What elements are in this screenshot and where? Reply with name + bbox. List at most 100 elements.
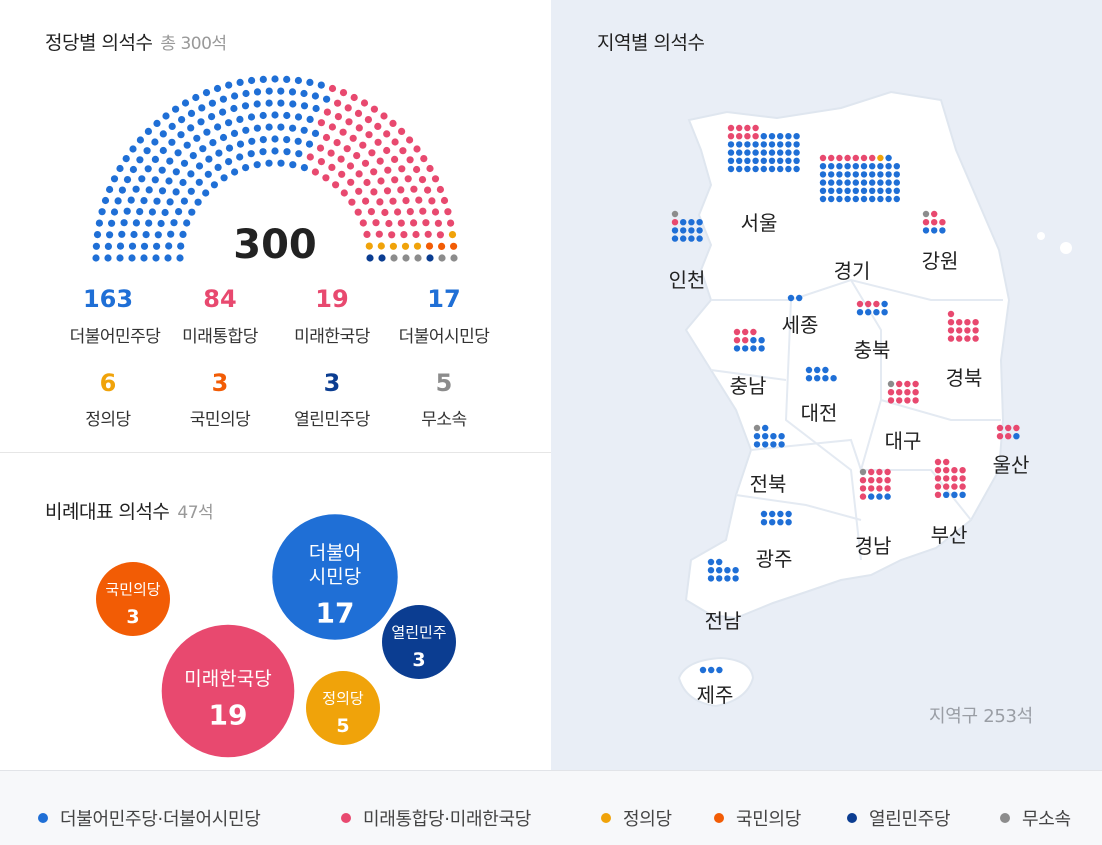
seat-dot <box>140 197 148 205</box>
seat-dot <box>158 166 166 174</box>
region-seat-dot <box>947 310 955 318</box>
party-name-label: 국민의당 <box>189 410 251 430</box>
bubble-value: 3 <box>412 649 425 671</box>
seat-dot <box>289 124 297 132</box>
seat-dot <box>311 92 319 100</box>
region-seat-dot <box>744 149 751 156</box>
seat-dot <box>215 149 223 157</box>
seat-dot <box>116 254 124 262</box>
region-seat-dot <box>868 468 875 476</box>
seat-dot <box>231 92 239 100</box>
seat-dot <box>294 137 302 145</box>
region-seat-dot <box>885 187 892 194</box>
region-seat-dot <box>964 327 971 334</box>
seat-dot <box>294 113 303 121</box>
seat-dot <box>348 198 356 206</box>
region-seat-dot <box>785 141 792 148</box>
region-seat-dot <box>868 493 875 500</box>
seat-dot <box>406 156 414 164</box>
seat-dot <box>306 115 314 123</box>
region-seat-dot <box>956 327 963 334</box>
party-name-label: 무소속 <box>421 410 467 430</box>
region-seat-dot <box>777 165 784 173</box>
seat-dot <box>398 127 406 135</box>
region-seat-dot <box>688 235 695 242</box>
legend: 더불어민주당·더불어시민당 미래통합당·미래한국당 정의당 국민의당 열린민주당… <box>0 770 1102 845</box>
seat-dot <box>172 188 180 196</box>
seat-dot <box>410 185 418 193</box>
seat-dot <box>259 111 267 120</box>
region-seat-dot <box>943 483 950 490</box>
region-seat-dot <box>836 163 843 170</box>
region-seat-dot <box>859 468 867 476</box>
region-seat-dot <box>881 300 888 308</box>
region-seat-dot <box>736 157 743 164</box>
region-seat-dot <box>707 567 715 574</box>
party-seats-value: 84 <box>203 285 237 313</box>
seat-dot <box>242 164 250 172</box>
seat-dot <box>143 147 151 155</box>
region-seat-dot <box>934 483 942 490</box>
seat-dot <box>248 137 256 145</box>
seat-dot <box>183 219 191 227</box>
seat-dot <box>406 208 414 216</box>
seat-dot <box>365 131 373 139</box>
seat-dot <box>225 144 234 152</box>
seat-dot <box>410 219 418 227</box>
region-seat-dot <box>939 219 946 226</box>
region-seat-dot <box>885 195 892 203</box>
seat-dot <box>350 93 358 102</box>
seat-dot <box>363 230 371 238</box>
party-seats-total: 총 300석 <box>160 34 227 54</box>
seat-dot <box>311 168 319 176</box>
region-seat-dot <box>904 397 911 404</box>
region-seat-dot <box>680 227 687 234</box>
proportional-title-text: 비례대표 의석수 <box>45 501 170 523</box>
region-seat-dot <box>724 567 731 574</box>
seat-dot <box>438 242 446 250</box>
seat-dot <box>152 254 160 262</box>
party-name-label: 열린민주당 <box>294 410 370 430</box>
seat-dot <box>174 149 182 157</box>
legend-label: 국민의당 <box>736 809 802 830</box>
legend-dot-icon <box>38 813 48 823</box>
region-seat-dot <box>777 141 784 148</box>
region-seat-dot <box>752 157 759 164</box>
region-seat-dot <box>732 575 739 582</box>
seat-dot <box>253 161 261 169</box>
seat-dot <box>444 208 452 216</box>
seat-dot <box>323 95 331 103</box>
region-seat-dot <box>727 141 735 148</box>
seat-dot <box>381 208 389 217</box>
seat-dot <box>129 145 137 153</box>
region-seat-dot <box>884 477 891 484</box>
bubble-value: 5 <box>336 715 349 737</box>
seat-dot <box>193 134 201 142</box>
region-seat-dot <box>768 165 776 173</box>
bubble-label: 더불어 <box>309 542 361 564</box>
bubble-label: 국민의당 <box>105 581 160 599</box>
region-seat-dot <box>708 666 715 674</box>
region-seat-dot <box>680 219 687 226</box>
region-seat-dot <box>934 467 942 474</box>
region-seat-dot <box>778 441 785 448</box>
seat-dot <box>242 89 250 98</box>
region-seat-dot <box>860 154 868 162</box>
region-seat-dot <box>805 375 813 382</box>
proportional-total: 47석 <box>177 503 214 523</box>
region-seat-dot <box>688 219 695 226</box>
region-seat-dot <box>836 195 843 203</box>
seat-dot <box>265 99 273 107</box>
seat-dot <box>322 133 331 142</box>
region-seat-dot <box>777 157 784 164</box>
seat-dot <box>189 152 197 160</box>
seat-dot <box>253 88 262 96</box>
seat-dot <box>225 119 233 127</box>
region-seat-dot <box>762 424 769 432</box>
seat-dot <box>374 138 382 146</box>
seat-dot <box>151 155 159 163</box>
seat-dot <box>426 164 434 173</box>
seat-dot <box>389 242 397 250</box>
region-seat-dot <box>758 345 765 352</box>
